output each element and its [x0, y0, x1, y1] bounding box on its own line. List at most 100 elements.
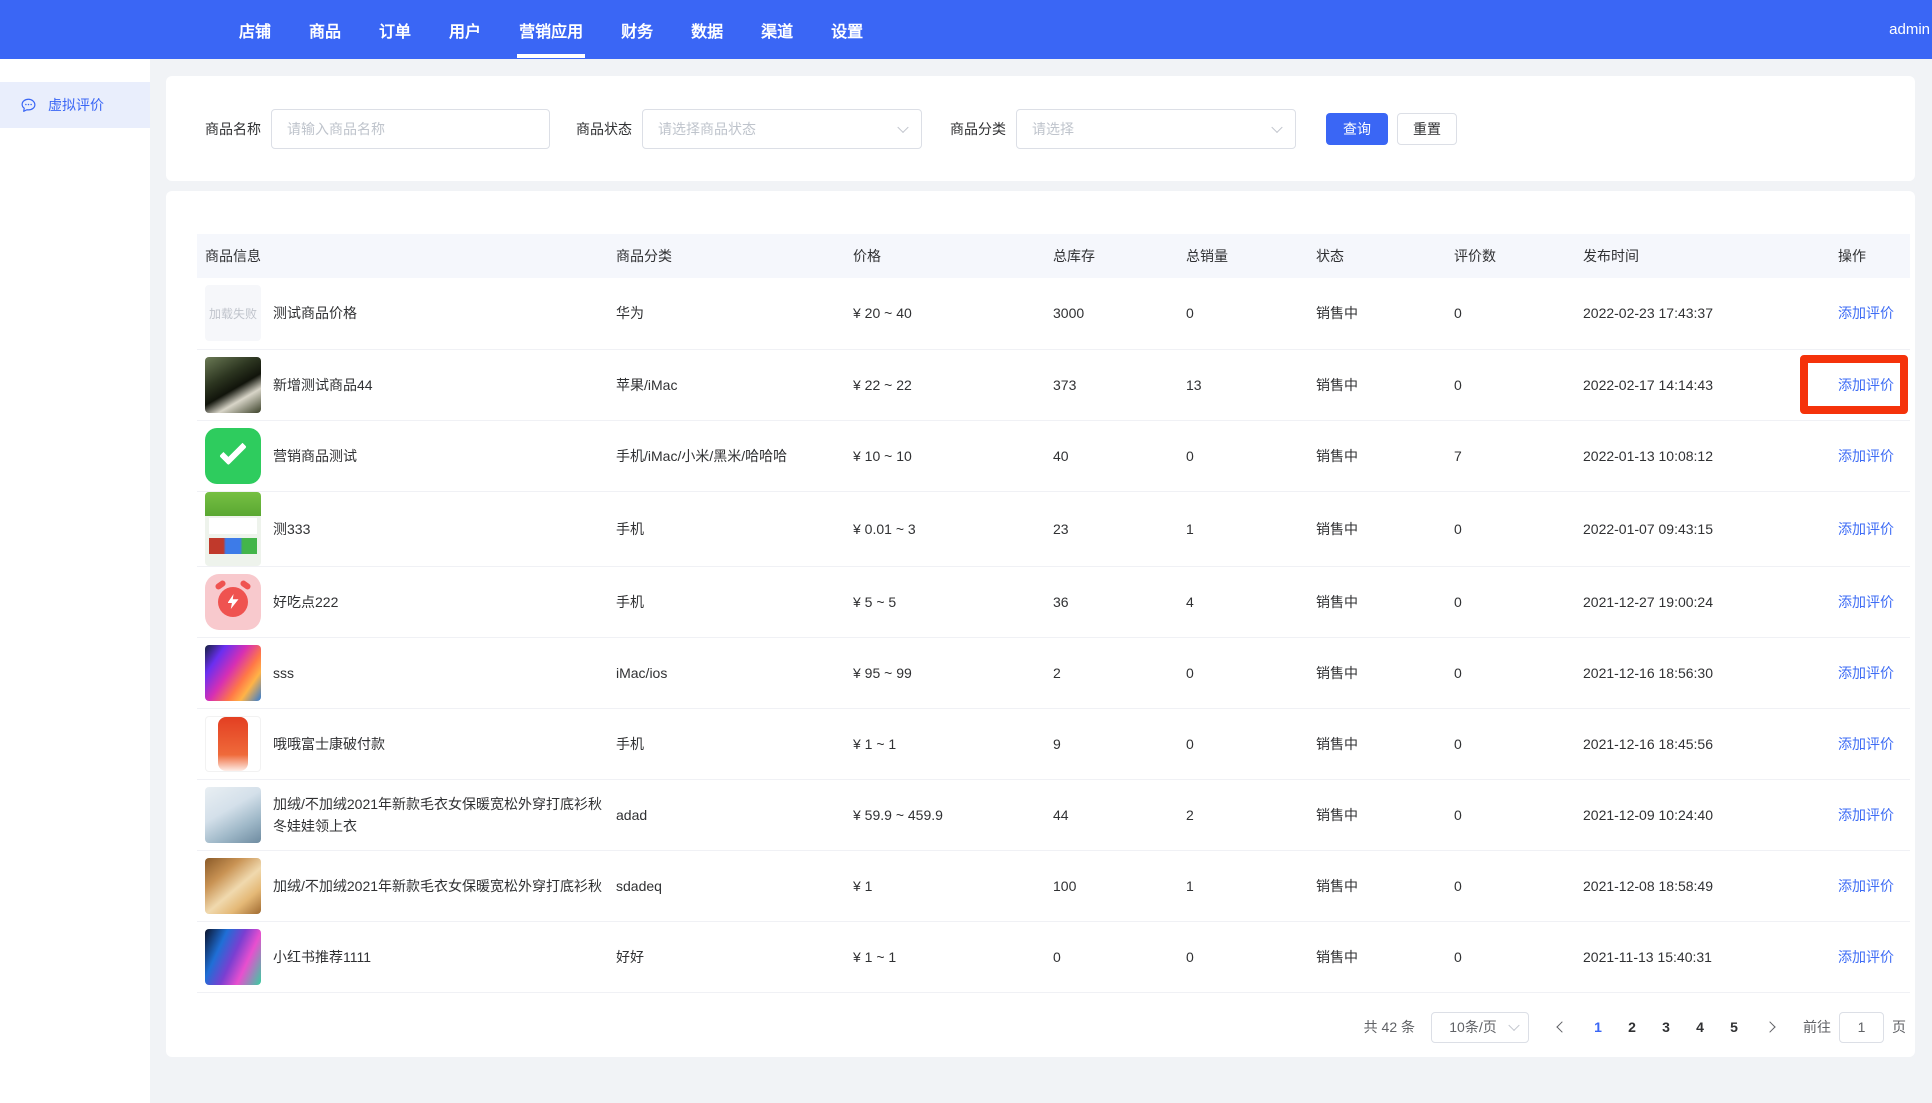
table-row: 小红书推荐1111 好好 ¥ 1 ~ 1 0 0 销售中 0 2021-11-13 15:40… — [197, 921, 1910, 993]
sales-cell: 0 — [1178, 637, 1308, 709]
column-header: 总库存 — [1045, 234, 1178, 278]
nav-item-7[interactable]: 数据 — [689, 0, 725, 59]
sales-cell: 0 — [1178, 708, 1308, 780]
nav-item-3[interactable]: 订单 — [377, 0, 413, 59]
category-cell: 手机 — [608, 708, 845, 780]
chevron-down-icon — [1271, 121, 1283, 133]
published-cell: 2021-12-09 10:24:40 — [1575, 779, 1830, 851]
thumbnail-text: 加载失败 — [208, 306, 257, 321]
published-cell: 2021-12-08 18:58:49 — [1575, 850, 1830, 922]
prev-page-button[interactable] — [1549, 1012, 1575, 1043]
nav-item-1[interactable]: 店铺 — [237, 0, 273, 59]
reviews-cell: 0 — [1446, 779, 1575, 851]
add-review-link[interactable]: 添加评价 — [1838, 376, 1894, 393]
price-cell: ¥ 59.9 ~ 459.9 — [845, 779, 1045, 851]
action-cell: 添加评价 — [1830, 491, 1910, 567]
action-cell: 添加评价 — [1830, 921, 1910, 993]
page-size-select[interactable]: 10条/页 — [1431, 1011, 1529, 1043]
page-number-3[interactable]: 3 — [1662, 1019, 1670, 1035]
action-cell: 添加评价 — [1830, 637, 1910, 709]
category-cell: 手机 — [608, 491, 845, 567]
add-review-link[interactable]: 添加评价 — [1838, 806, 1894, 823]
product-name: 加绒/不加绒2021年新款毛衣女保暖宽松外穿打底衫秋冬娃娃领上衣 — [273, 795, 603, 834]
top-navbar: 店铺 商品 订单 用户 营销应用 财务 数据 渠道 设置 admin — [0, 0, 1932, 59]
bolt-icon — [227, 594, 239, 609]
status-cell: 销售中 — [1308, 566, 1446, 638]
reviews-cell: 7 — [1446, 420, 1575, 492]
add-review-link[interactable]: 添加评价 — [1838, 735, 1894, 752]
user-menu[interactable]: admin — [1889, 0, 1930, 59]
add-review-link[interactable]: 添加评价 — [1838, 305, 1894, 322]
add-review-link[interactable]: 添加评价 — [1838, 593, 1894, 610]
product-status-select[interactable]: 请选择商品状态 — [642, 108, 922, 149]
price-cell: ¥ 20 ~ 40 — [845, 278, 1045, 350]
nav-item-5[interactable]: 营销应用 — [517, 0, 586, 59]
product-category-select[interactable]: 请选择 — [1016, 108, 1296, 149]
nav-item-2[interactable]: 商品 — [307, 0, 343, 59]
page-number-1[interactable]: 1 — [1594, 1019, 1602, 1035]
product-info-cell: 加载失败 测试商品价格 — [197, 278, 608, 350]
ribbon-shape — [218, 716, 248, 771]
product-info-cell: 新增测试商品44 — [197, 349, 608, 421]
nav-item-4[interactable]: 用户 — [447, 0, 483, 59]
status-cell: 销售中 — [1308, 637, 1446, 709]
product-name: 小红书推荐1111 — [273, 948, 372, 965]
reset-button[interactable]: 重置 — [1397, 112, 1457, 145]
add-review-link[interactable]: 添加评价 — [1838, 447, 1894, 464]
table-body: 加载失败 测试商品价格 华为 ¥ 20 ~ 40 3000 0 销售中 0 2022-02-23… — [197, 278, 1910, 993]
price-cell: ¥ 0.01 ~ 3 — [845, 491, 1045, 567]
product-name-label: 商品名称 — [205, 120, 261, 137]
action-cell: 添加评价 — [1800, 349, 1910, 421]
sales-cell: 2 — [1178, 779, 1308, 851]
sales-cell: 4 — [1178, 566, 1308, 638]
stock-cell: 23 — [1045, 491, 1178, 567]
goto-suffix: 页 — [1892, 1019, 1906, 1035]
product-info-cell: 加绒/不加绒2021年新款毛衣女保暖宽松外穿打底衫秋冬娃娃领上衣 — [197, 779, 608, 851]
product-status-label: 商品状态 — [576, 120, 632, 137]
page-number-4[interactable]: 4 — [1696, 1019, 1704, 1035]
stock-cell: 44 — [1045, 779, 1178, 851]
reviews-cell: 0 — [1446, 349, 1575, 421]
page-list: 1 2 3 4 5 — [1581, 1019, 1751, 1035]
product-thumbnail-sweater-photo — [205, 786, 261, 843]
navbar-menu: 店铺 商品 订单 用户 营销应用 财务 数据 渠道 设置 — [237, 0, 1932, 59]
sales-cell: 1 — [1178, 850, 1308, 922]
price-cell: ¥ 1 — [845, 850, 1045, 922]
product-name-input[interactable] — [271, 108, 550, 149]
product-thumbnail-colorful-wallpaper-2 — [205, 928, 261, 985]
column-header: 发布时间 — [1575, 234, 1830, 278]
search-button[interactable]: 查询 — [1326, 112, 1388, 145]
product-status-placeholder: 请选择商品状态 — [658, 120, 756, 137]
goto-page-input[interactable] — [1839, 1011, 1884, 1043]
stock-cell: 36 — [1045, 566, 1178, 638]
add-review-link[interactable]: 添加评价 — [1838, 520, 1894, 537]
add-review-link[interactable]: 添加评价 — [1838, 948, 1894, 965]
page-number-2[interactable]: 2 — [1628, 1019, 1636, 1035]
nav-item-6[interactable]: 财务 — [619, 0, 655, 59]
product-thumbnail-load-failed: 加载失败 — [205, 285, 261, 342]
action-cell: 添加评价 — [1830, 566, 1910, 638]
product-info-cell: 好吃点222 — [197, 566, 608, 638]
category-cell: 华为 — [608, 278, 845, 350]
price-cell: ¥ 5 ~ 5 — [845, 566, 1045, 638]
nav-item-9[interactable]: 设置 — [829, 0, 865, 59]
product-info-cell: 哦哦富士康破付款 — [197, 708, 608, 780]
status-cell: 销售中 — [1308, 349, 1446, 421]
next-page-button[interactable] — [1757, 1012, 1783, 1043]
add-review-link[interactable]: 添加评价 — [1838, 877, 1894, 894]
nav-item-8[interactable]: 渠道 — [759, 0, 795, 59]
action-cell: 添加评价 — [1830, 420, 1910, 492]
sidebar-item-virtual-review[interactable]: 虚拟评价 — [0, 82, 150, 128]
stock-cell: 3000 — [1045, 278, 1178, 350]
action-cell: 添加评价 — [1830, 850, 1910, 922]
nav-item-label: 渠道 — [761, 23, 794, 41]
status-cell: 销售中 — [1308, 420, 1446, 492]
page-number-5[interactable]: 5 — [1730, 1019, 1738, 1035]
reviews-cell: 0 — [1446, 637, 1575, 709]
product-thumbnail-shop-page — [205, 491, 261, 566]
sales-cell: 13 — [1178, 349, 1308, 421]
filter-bar: 商品名称 商品状态 请选择商品状态 商品分类 请选择 查询 重置 — [166, 76, 1915, 181]
product-info-cell: 小红书推荐1111 — [197, 921, 608, 993]
add-review-link[interactable]: 添加评价 — [1838, 664, 1894, 681]
